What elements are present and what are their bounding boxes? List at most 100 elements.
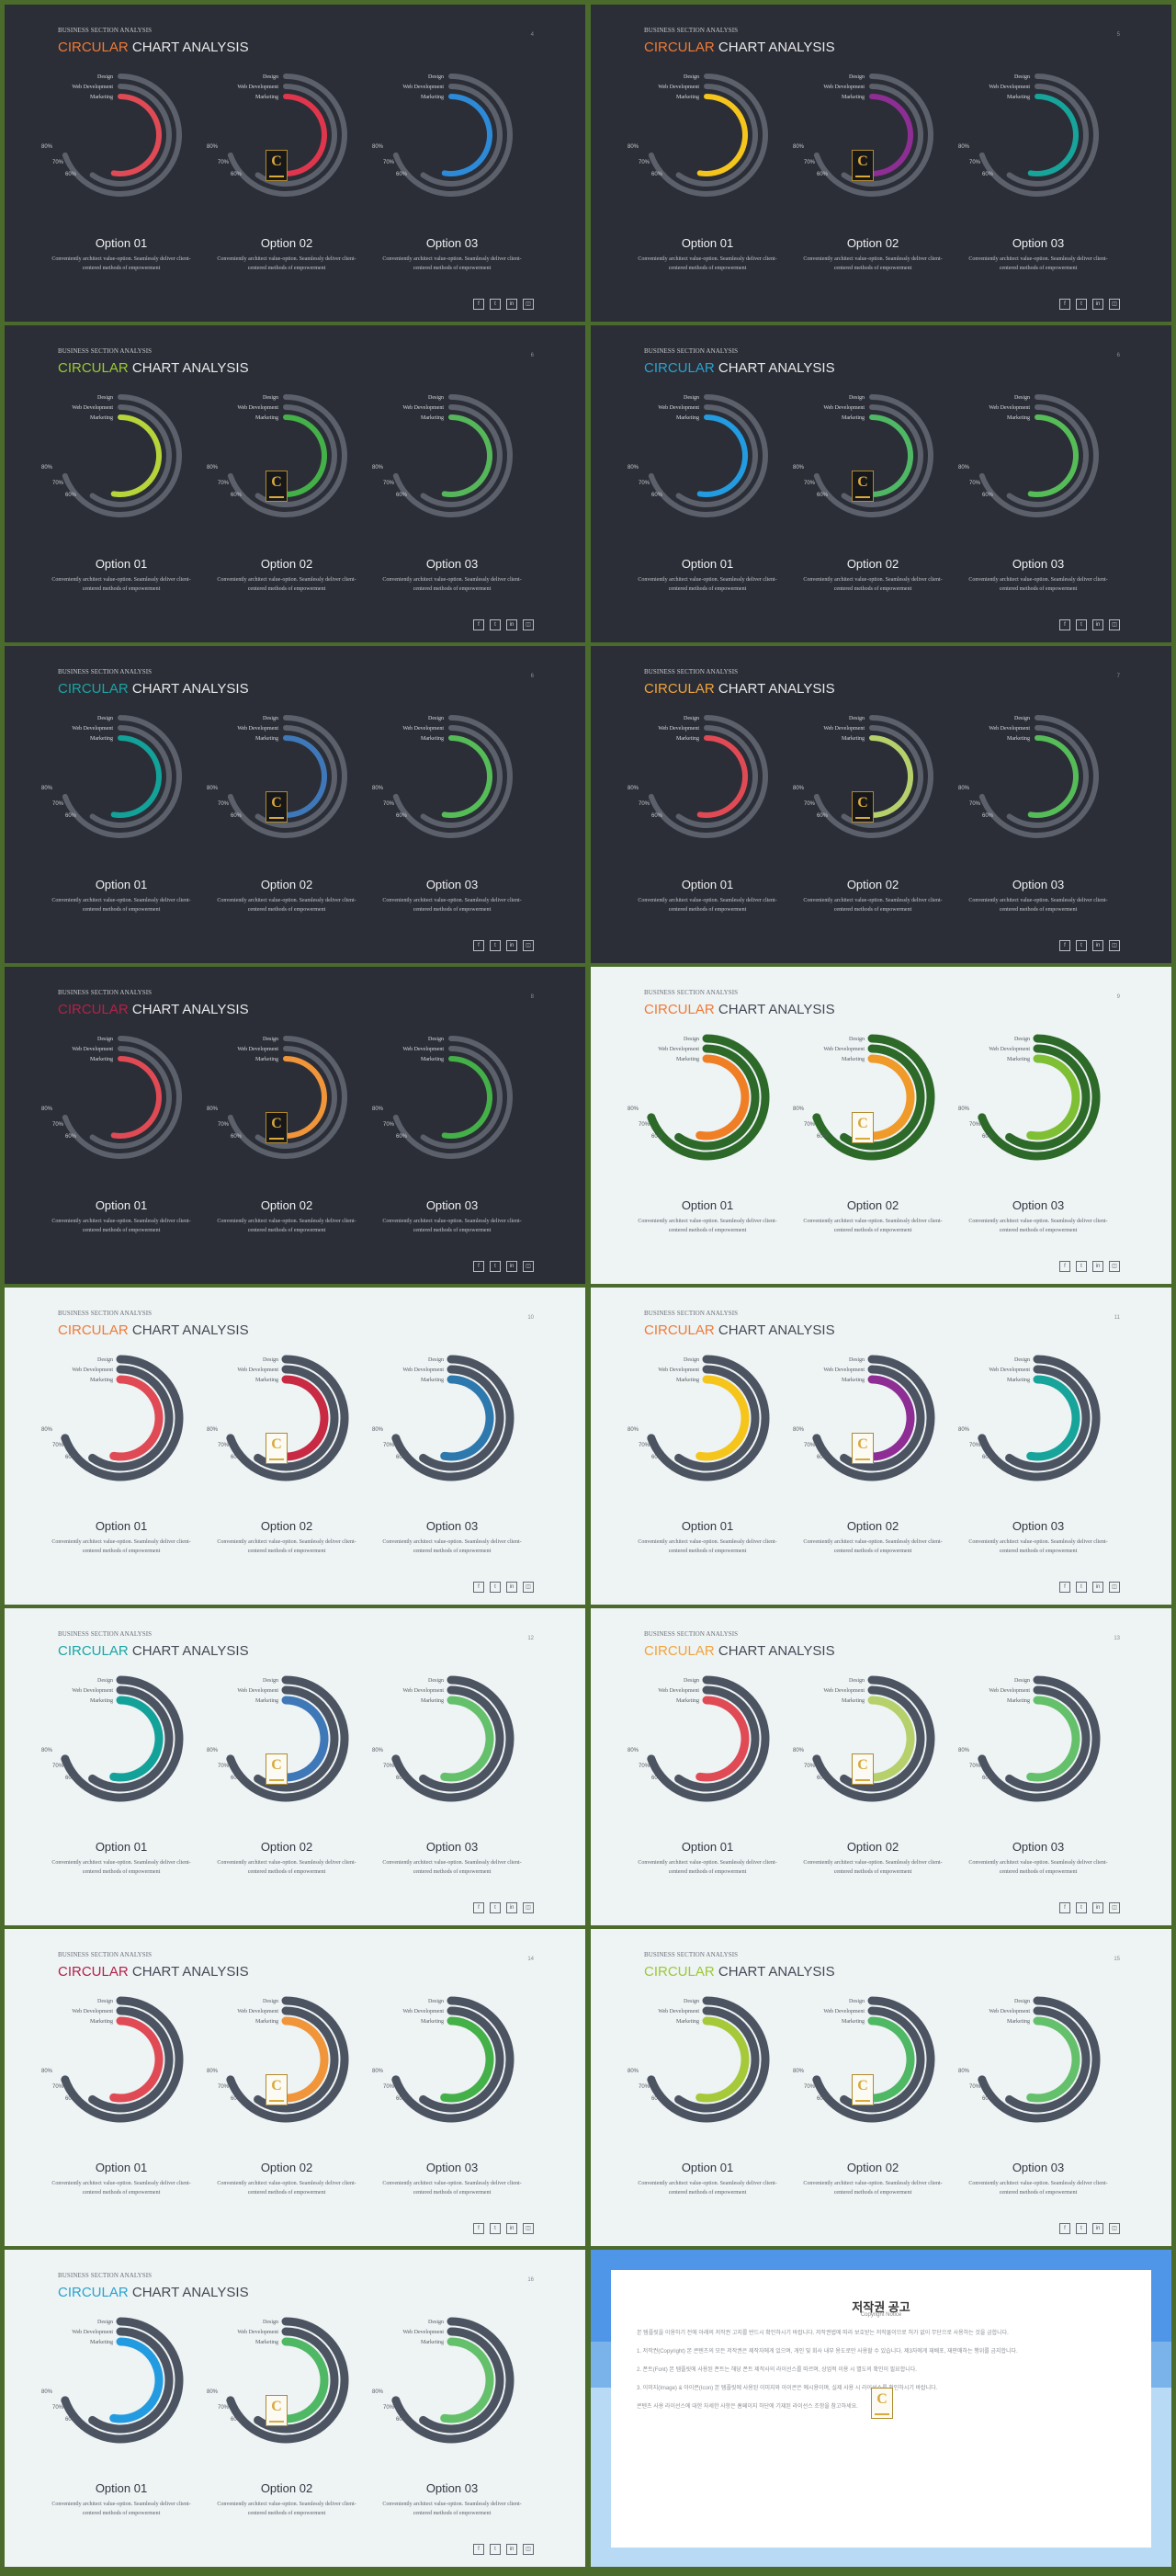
twitter-icon[interactable]: t bbox=[490, 2544, 501, 2555]
linkedin-icon[interactable]: in bbox=[1092, 299, 1103, 310]
logo-letter: C bbox=[271, 2078, 282, 2094]
instagram-icon[interactable]: ◫ bbox=[1109, 940, 1120, 951]
facebook-icon[interactable]: f bbox=[1059, 619, 1070, 630]
percent-label: 80% bbox=[372, 144, 384, 150]
title-rest: CHART ANALYSIS bbox=[128, 1322, 249, 1338]
instagram-icon[interactable]: ◫ bbox=[1109, 619, 1120, 630]
percent-label: 80% bbox=[958, 1427, 970, 1433]
twitter-icon[interactable]: t bbox=[1076, 299, 1087, 310]
facebook-icon[interactable]: f bbox=[1059, 1261, 1070, 1272]
instagram-icon[interactable]: ◫ bbox=[523, 1261, 534, 1272]
facebook-icon[interactable]: f bbox=[473, 1261, 484, 1272]
ring-label: Web Development bbox=[402, 1047, 444, 1052]
ring-marketing bbox=[110, 1056, 162, 1139]
ring-label: Marketing bbox=[1007, 415, 1030, 421]
ring-marketing bbox=[1027, 735, 1079, 818]
facebook-icon[interactable]: f bbox=[1059, 1582, 1070, 1593]
facebook-icon[interactable]: f bbox=[1059, 2223, 1070, 2234]
twitter-icon[interactable]: t bbox=[1076, 940, 1087, 951]
twitter-icon[interactable]: t bbox=[1076, 619, 1087, 630]
instagram-icon[interactable]: ◫ bbox=[1109, 2223, 1120, 2234]
twitter-icon[interactable]: t bbox=[490, 940, 501, 951]
page-number: 6 bbox=[530, 674, 534, 679]
facebook-icon[interactable]: f bbox=[473, 1902, 484, 1913]
percent-label: 70% bbox=[383, 1122, 395, 1128]
instagram-icon[interactable]: ◫ bbox=[1109, 1582, 1120, 1593]
option-title: Option 03 bbox=[425, 2481, 479, 2495]
percent-label: 80% bbox=[958, 1106, 970, 1112]
facebook-icon[interactable]: f bbox=[1059, 299, 1070, 310]
option-description: Conveniently architect value-option. Sea… bbox=[217, 1539, 356, 1554]
twitter-icon[interactable]: t bbox=[490, 1582, 501, 1593]
ring-label: Web Development bbox=[989, 405, 1030, 411]
linkedin-icon[interactable]: in bbox=[506, 2544, 517, 2555]
facebook-icon[interactable]: f bbox=[1059, 1902, 1070, 1913]
linkedin-icon[interactable]: in bbox=[1092, 619, 1103, 630]
instagram-icon[interactable]: ◫ bbox=[523, 940, 534, 951]
percent-label: 60% bbox=[231, 2096, 243, 2102]
facebook-icon[interactable]: f bbox=[473, 2223, 484, 2234]
ring-web-development bbox=[88, 2327, 174, 2434]
linkedin-icon[interactable]: in bbox=[1092, 2223, 1103, 2234]
ring-chart-svg bbox=[648, 715, 768, 838]
instagram-icon[interactable]: ◫ bbox=[523, 619, 534, 630]
linkedin-icon[interactable]: in bbox=[506, 299, 517, 310]
slide: BUSINESS SECTION ANALYSIS CIRCULAR CHART … bbox=[5, 1929, 585, 2246]
percent-label: 80% bbox=[628, 1427, 639, 1433]
twitter-icon[interactable]: t bbox=[490, 619, 501, 630]
linkedin-icon[interactable]: in bbox=[506, 619, 517, 630]
twitter-icon[interactable]: t bbox=[490, 1902, 501, 1913]
page-number: 15 bbox=[1114, 1957, 1120, 1962]
option-description: Conveniently architect value-option. Sea… bbox=[51, 256, 191, 271]
linkedin-icon[interactable]: in bbox=[1092, 1261, 1103, 1272]
twitter-icon[interactable]: t bbox=[1076, 2223, 1087, 2234]
ring-design bbox=[647, 1675, 770, 1802]
ring-web-development bbox=[88, 2006, 174, 2113]
instagram-icon[interactable]: ◫ bbox=[523, 1902, 534, 1913]
instagram-icon[interactable]: ◫ bbox=[1109, 299, 1120, 310]
slide-title: CIRCULAR CHART ANALYSIS bbox=[644, 1002, 835, 1017]
linkedin-icon[interactable]: in bbox=[1092, 1582, 1103, 1593]
ring-design bbox=[61, 2317, 184, 2444]
instagram-icon[interactable]: ◫ bbox=[523, 2223, 534, 2234]
section-eyebrow: BUSINESS SECTION ANALYSIS bbox=[644, 1310, 739, 1317]
ring-label: Marketing bbox=[255, 2019, 278, 2025]
twitter-icon[interactable]: t bbox=[1076, 1902, 1087, 1913]
instagram-icon[interactable]: ◫ bbox=[1109, 1902, 1120, 1913]
linkedin-icon[interactable]: in bbox=[506, 1582, 517, 1593]
linkedin-icon[interactable]: in bbox=[1092, 940, 1103, 951]
ring-label: Web Development bbox=[237, 1047, 278, 1052]
ring-label: Web Development bbox=[989, 1688, 1030, 1694]
title-rest: CHART ANALYSIS bbox=[128, 2285, 249, 2300]
facebook-icon[interactable]: f bbox=[473, 619, 484, 630]
ring-label: Web Development bbox=[402, 2009, 444, 2014]
ring-marketing bbox=[695, 1696, 750, 1782]
facebook-icon[interactable]: f bbox=[473, 299, 484, 310]
slide: BUSINESS SECTION ANALYSIS CIRCULAR CHART … bbox=[5, 2250, 585, 2567]
social-links: f t in ◫ bbox=[1059, 1582, 1120, 1593]
title-rest: CHART ANALYSIS bbox=[128, 681, 249, 697]
facebook-icon[interactable]: f bbox=[473, 940, 484, 951]
facebook-icon[interactable]: f bbox=[473, 2544, 484, 2555]
instagram-icon[interactable]: ◫ bbox=[523, 1582, 534, 1593]
linkedin-icon[interactable]: in bbox=[506, 940, 517, 951]
twitter-icon[interactable]: t bbox=[1076, 1261, 1087, 1272]
percent-label: 60% bbox=[231, 493, 243, 498]
percent-label: 70% bbox=[383, 1443, 395, 1448]
instagram-icon[interactable]: ◫ bbox=[523, 2544, 534, 2555]
linkedin-icon[interactable]: in bbox=[506, 2223, 517, 2234]
linkedin-icon[interactable]: in bbox=[506, 1261, 517, 1272]
ring-label: Design bbox=[263, 2320, 278, 2325]
instagram-icon[interactable]: ◫ bbox=[523, 299, 534, 310]
twitter-icon[interactable]: t bbox=[490, 1261, 501, 1272]
linkedin-icon[interactable]: in bbox=[506, 1902, 517, 1913]
twitter-icon[interactable]: t bbox=[490, 2223, 501, 2234]
linkedin-icon[interactable]: in bbox=[1092, 1902, 1103, 1913]
percent-label: 60% bbox=[651, 493, 663, 498]
twitter-icon[interactable]: t bbox=[490, 299, 501, 310]
facebook-icon[interactable]: f bbox=[473, 1582, 484, 1593]
facebook-icon[interactable]: f bbox=[1059, 940, 1070, 951]
ring-label: Marketing bbox=[842, 1378, 865, 1383]
twitter-icon[interactable]: t bbox=[1076, 1582, 1087, 1593]
instagram-icon[interactable]: ◫ bbox=[1109, 1261, 1120, 1272]
